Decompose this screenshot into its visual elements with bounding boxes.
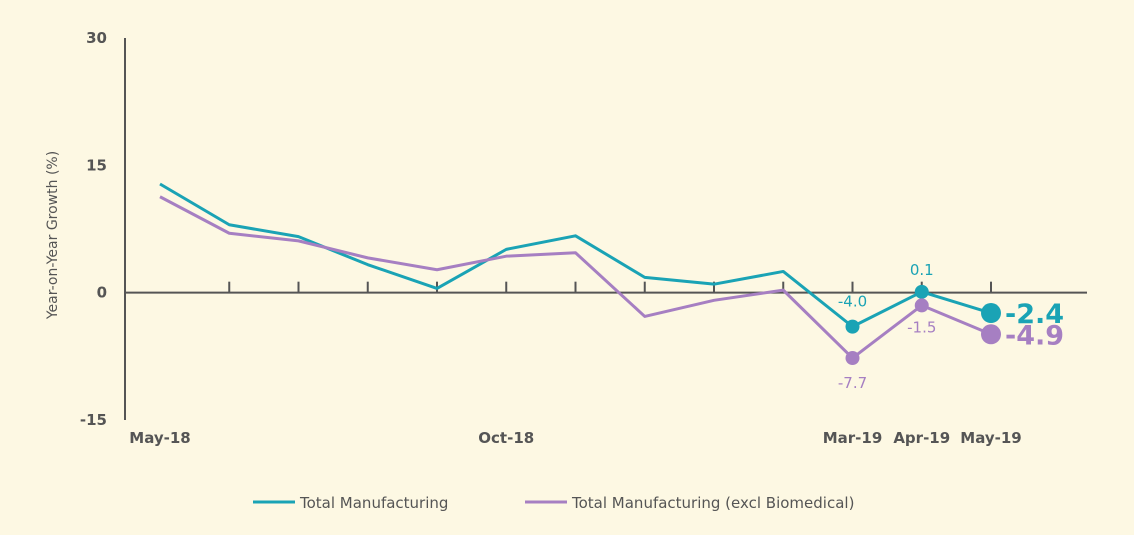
data-point xyxy=(845,319,860,334)
y-tick-label: 30 xyxy=(86,29,107,47)
data-point xyxy=(845,351,860,366)
series-2: -7.7 -1.5 -4.9 xyxy=(159,195,1064,392)
end-point xyxy=(981,324,1001,345)
data-label: -7.7 xyxy=(838,374,867,392)
series-1: -4.0 0.1 -2.4 xyxy=(159,182,1064,334)
legend: Total Manufacturing Total Manufacturing (… xyxy=(253,494,854,512)
data-point xyxy=(914,284,929,299)
x-tick-label: Mar-19 xyxy=(823,429,883,447)
legend-item: Total Manufacturing (excl Biomedical) xyxy=(525,494,854,512)
data-label: -4.0 xyxy=(838,293,867,311)
legend-label: Total Manufacturing xyxy=(299,494,448,512)
x-ticks: May-18 Oct-18 Mar-19 Apr-19 May-19 xyxy=(129,281,1022,447)
data-point xyxy=(914,298,929,313)
y-tick-labels: 30 15 0 -15 xyxy=(80,29,107,429)
y-tick-label: 15 xyxy=(86,156,107,174)
x-tick-label: May-19 xyxy=(960,429,1021,447)
series-line xyxy=(159,195,992,360)
y-axis-title: Year-on-Year Growth (%) xyxy=(45,151,61,320)
data-label: -1.5 xyxy=(907,318,936,336)
legend-item: Total Manufacturing xyxy=(253,494,448,512)
end-value-label: -2.4 xyxy=(1005,299,1064,330)
y-tick-label: 0 xyxy=(97,284,107,302)
data-label: 0.1 xyxy=(910,261,934,279)
legend-label: Total Manufacturing (excl Biomedical) xyxy=(571,494,854,512)
x-tick-label: May-18 xyxy=(129,429,190,447)
end-point xyxy=(981,303,1001,324)
x-tick-label: Apr-19 xyxy=(893,429,950,447)
y-tick-label: -15 xyxy=(80,411,107,429)
x-tick-label: Oct-18 xyxy=(478,429,534,447)
series-layer: -4.0 0.1 -2.4 -7.7 -1.5 -4.9 xyxy=(159,182,1064,392)
end-value-label: -4.9 xyxy=(1005,320,1064,351)
axes xyxy=(124,38,1087,420)
